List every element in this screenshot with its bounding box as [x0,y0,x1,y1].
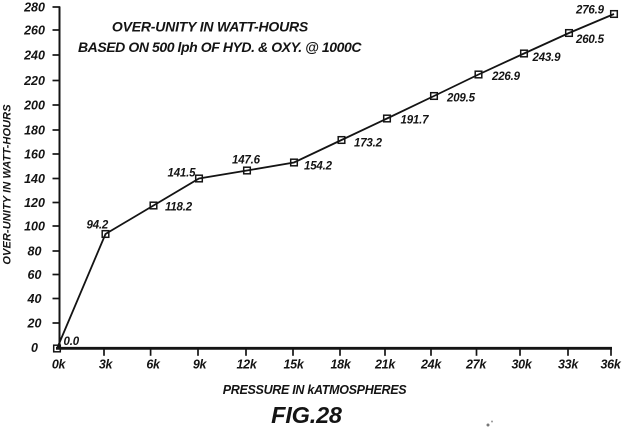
svg-text:33k: 33k [558,358,579,372]
svg-text:280: 280 [23,0,45,14]
svg-text:36k: 36k [601,358,622,372]
svg-text:260: 260 [23,23,45,37]
svg-text:15k: 15k [284,358,305,372]
svg-text:180: 180 [24,123,45,137]
svg-text:18k: 18k [331,358,352,372]
svg-text:BASED ON 500 lph OF HYD. & OXY: BASED ON 500 lph OF HYD. & OXY. @ 1000C [78,39,362,55]
svg-text:200: 200 [23,98,45,112]
svg-text:OVER-UNITY IN WATT-HOURS: OVER-UNITY IN WATT-HOURS [112,19,309,35]
svg-text:276.9: 276.9 [575,5,605,17]
svg-text:243.9: 243.9 [532,52,562,64]
svg-text:FIG.28: FIG.28 [271,402,343,428]
svg-text:0k: 0k [52,358,67,372]
svg-text:220: 220 [23,74,45,88]
svg-text:240: 240 [23,48,45,62]
svg-text:140: 140 [24,172,45,186]
svg-text:PRESSURE IN kATMOSPHERES: PRESSURE IN kATMOSPHERES [223,383,408,397]
svg-text:0.0: 0.0 [64,336,80,348]
svg-text:160: 160 [24,147,45,161]
svg-text:20: 20 [27,316,42,330]
svg-text:100: 100 [24,219,45,233]
svg-text:226.9: 226.9 [491,71,521,83]
svg-text:120: 120 [24,196,45,210]
svg-text:OVER-UNITY IN WATT-HOURS: OVER-UNITY IN WATT-HOURS [2,104,14,265]
svg-text:60: 60 [28,268,42,282]
svg-text:118.2: 118.2 [165,202,193,214]
svg-text:209.5: 209.5 [446,93,476,105]
svg-text:154.2: 154.2 [304,161,333,173]
svg-text:40: 40 [27,292,42,306]
svg-text:9k: 9k [193,358,208,372]
svg-text:24k: 24k [420,358,442,372]
svg-text:141.5: 141.5 [168,168,197,180]
svg-text:191.7: 191.7 [401,115,430,127]
svg-text:0: 0 [31,341,38,355]
svg-text:80: 80 [28,244,42,258]
svg-text:173.2: 173.2 [354,138,383,150]
svg-text:260.5: 260.5 [575,34,605,46]
svg-text:21k: 21k [374,358,396,372]
svg-text:12k: 12k [237,358,258,372]
svg-text:147.6: 147.6 [232,155,261,167]
svg-text:94.2: 94.2 [87,220,109,232]
svg-text:30k: 30k [512,358,533,372]
svg-text:3k: 3k [99,358,114,372]
svg-text:6k: 6k [146,358,161,372]
svg-text:27k: 27k [465,358,487,372]
